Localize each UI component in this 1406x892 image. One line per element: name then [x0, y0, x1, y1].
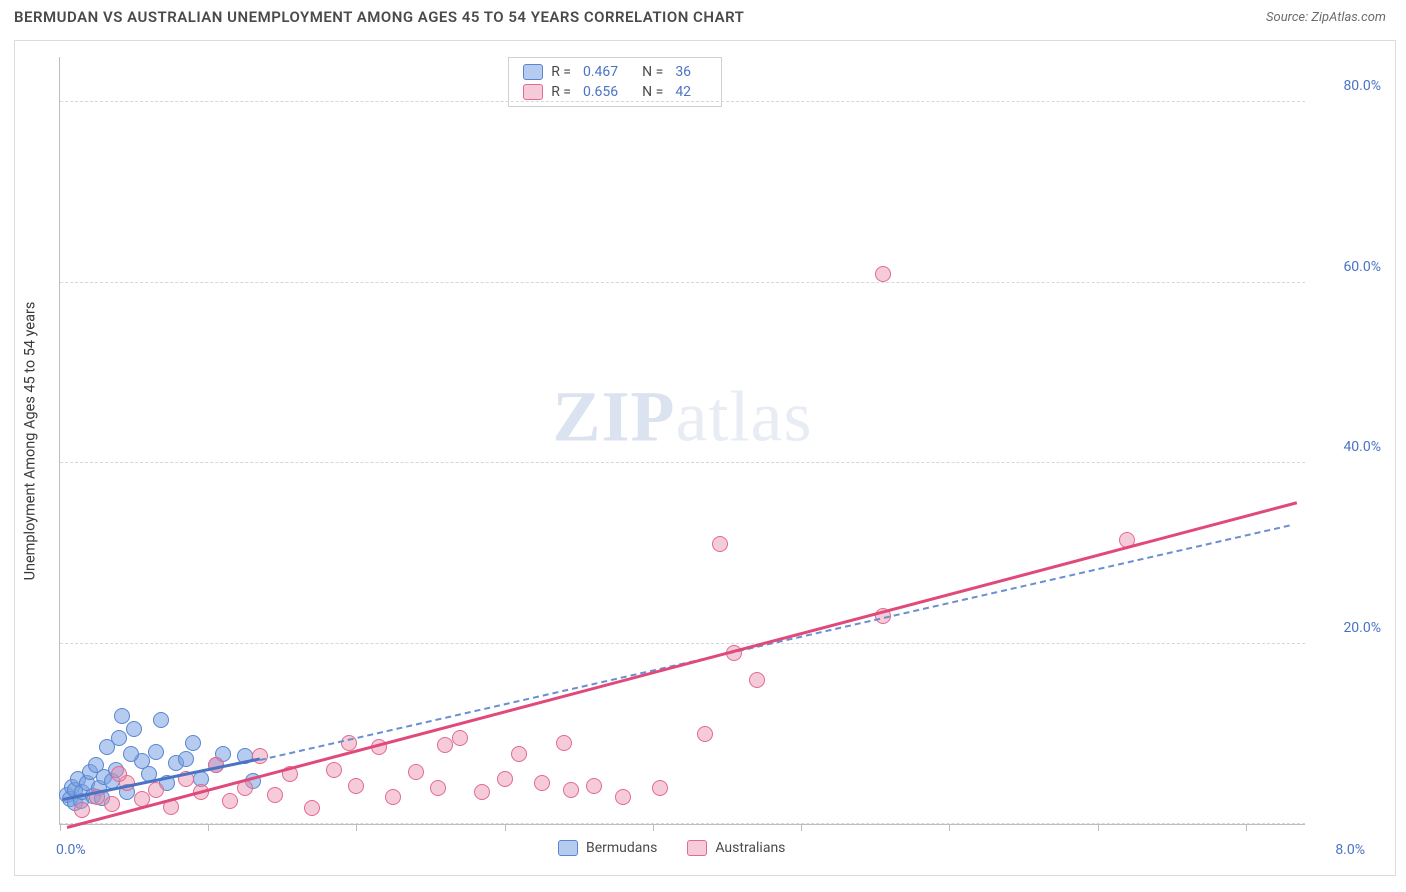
data-point	[497, 771, 513, 787]
data-point	[563, 782, 579, 798]
x-max-label: 8.0%	[1335, 842, 1365, 858]
chart-container: ZIPatlas Unemployment Among Ages 45 to 5…	[14, 40, 1396, 876]
data-point	[104, 796, 120, 812]
data-point	[511, 746, 527, 762]
data-point	[615, 789, 631, 805]
legend-swatch	[523, 64, 543, 80]
legend-swatch	[558, 840, 578, 856]
data-point	[652, 780, 668, 796]
data-point	[252, 748, 268, 764]
data-point	[178, 751, 194, 767]
legend-item: Bermudans	[558, 840, 657, 856]
data-point	[153, 712, 169, 728]
data-point	[534, 775, 550, 791]
data-point	[474, 784, 490, 800]
legend-label: Bermudans	[586, 840, 657, 856]
x-tick	[505, 824, 506, 831]
legend-label: Australians	[715, 840, 785, 856]
legend-r-value: 0.656	[583, 84, 618, 100]
legend-correlation: R = 0.467 N = 36 R = 0.656 N = 42	[508, 57, 722, 107]
x-tick	[1098, 824, 1099, 831]
data-point	[408, 764, 424, 780]
plot-area: ZIPatlas Unemployment Among Ages 45 to 5…	[59, 57, 1305, 825]
data-point	[123, 746, 139, 762]
watermark: ZIPatlas	[553, 376, 813, 459]
legend-n-value: 42	[675, 84, 691, 100]
data-point	[111, 766, 127, 782]
x-origin-label: 0.0%	[56, 842, 86, 858]
legend-r-label: R =	[551, 64, 571, 80]
data-point	[348, 778, 364, 794]
legend-swatch	[687, 840, 707, 856]
data-point	[385, 789, 401, 805]
gridline-h	[60, 643, 1305, 644]
data-point	[875, 266, 891, 282]
data-point	[586, 778, 602, 794]
legend-swatch	[523, 84, 543, 100]
x-tick	[949, 824, 950, 831]
legend-item: Australians	[687, 840, 785, 856]
source-attribution: Source: ZipAtlas.com	[1266, 10, 1386, 25]
legend-n-label: N =	[642, 84, 663, 100]
trend-line	[67, 501, 1298, 829]
data-point	[437, 737, 453, 753]
data-point	[74, 802, 90, 818]
x-tick	[60, 824, 61, 831]
data-point	[749, 672, 765, 688]
y-tick-label: 80.0%	[1317, 78, 1381, 94]
gridline-h	[60, 101, 1305, 102]
data-point	[267, 787, 283, 803]
data-point	[185, 735, 201, 751]
gridline-h	[60, 282, 1305, 283]
data-point	[222, 793, 238, 809]
legend-r-value: 0.467	[583, 64, 618, 80]
x-tick	[356, 824, 357, 831]
x-tick	[801, 824, 802, 831]
gridline-h	[60, 462, 1305, 463]
y-tick-label: 20.0%	[1317, 620, 1381, 636]
legend-n-value: 36	[675, 64, 691, 80]
data-point	[712, 536, 728, 552]
data-point	[697, 726, 713, 742]
y-axis-title: Unemployment Among Ages 45 to 54 years	[22, 301, 39, 580]
legend-n-label: N =	[642, 64, 663, 80]
data-point	[556, 735, 572, 751]
y-tick-label: 40.0%	[1317, 439, 1381, 455]
data-point	[430, 780, 446, 796]
legend-row: R = 0.467 N = 36	[523, 62, 707, 82]
data-point	[452, 730, 468, 746]
gridline-h	[60, 823, 1305, 824]
legend-r-label: R =	[551, 84, 571, 100]
legend-row: R = 0.656 N = 42	[523, 82, 707, 102]
x-tick	[653, 824, 654, 831]
data-point	[148, 782, 164, 798]
y-tick-label: 60.0%	[1317, 259, 1381, 275]
chart-title: BERMUDAN VS AUSTRALIAN UNEMPLOYMENT AMON…	[14, 8, 744, 26]
legend-series: Bermudans Australians	[558, 840, 785, 856]
data-point	[148, 744, 164, 760]
data-point	[114, 708, 130, 724]
x-tick	[208, 824, 209, 831]
data-point	[326, 762, 342, 778]
data-point	[304, 800, 320, 816]
x-tick	[1246, 824, 1247, 831]
data-point	[111, 730, 127, 746]
data-point	[126, 721, 142, 737]
